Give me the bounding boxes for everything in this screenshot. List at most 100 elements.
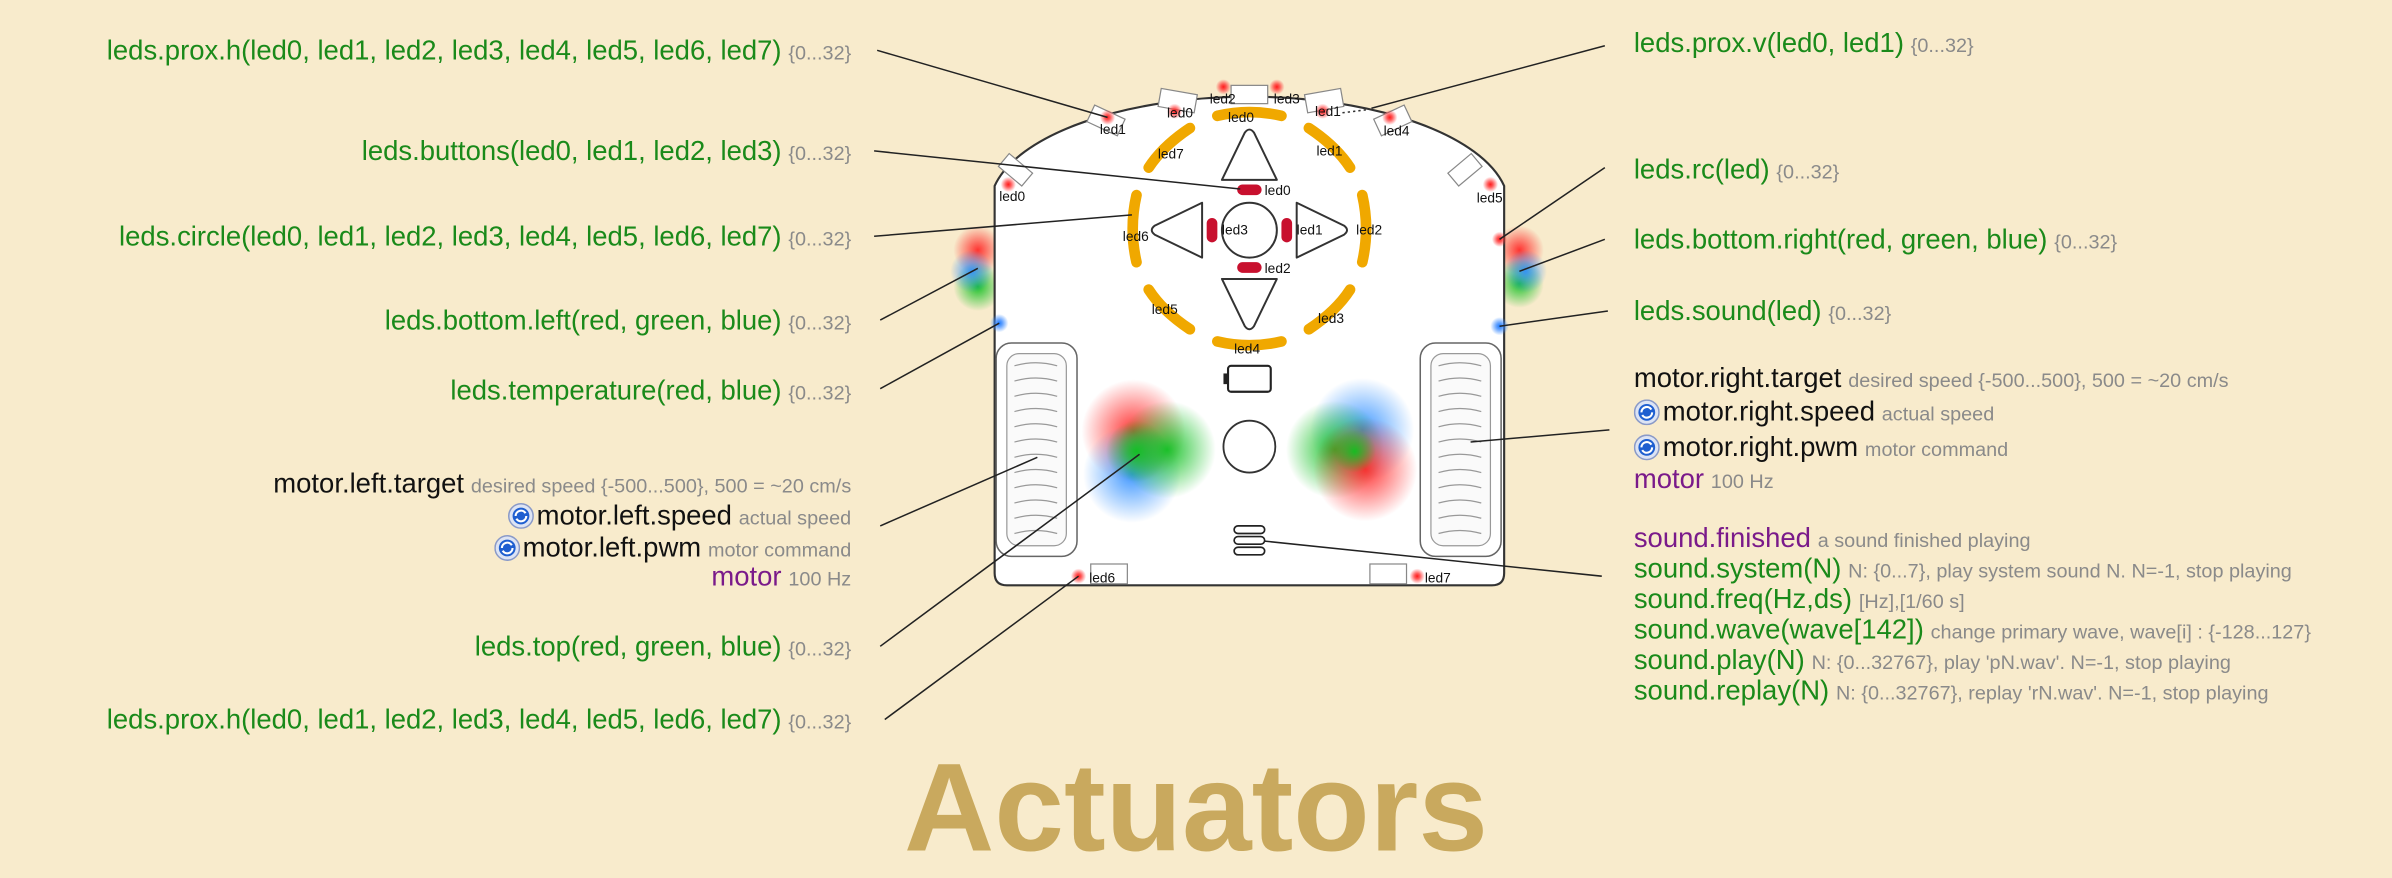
- circle-led2-label: led2: [1356, 223, 1382, 238]
- battery-icon: [1223, 364, 1272, 393]
- sound-wave: sound.wave(wave[142]): [1633, 614, 1924, 645]
- motor-left-speed: motor.left.speed: [536, 499, 732, 531]
- top-note: {0...32}: [788, 637, 852, 661]
- label-sound-play: sound.play(N) N: {0...32767}, play 'pN.w…: [1634, 646, 2231, 675]
- motor-left-event-note: 100 Hz: [788, 567, 852, 590]
- sound-wave-note: change primary wave, wave[i] : {-128...1…: [1930, 620, 2311, 644]
- label-sound-led: leds.sound(led) {0...32}: [1634, 297, 1891, 326]
- bottom-right-main: leds.bottom.right(red, green, blue): [1633, 224, 2048, 255]
- sound-finished: sound.finished: [1633, 522, 1811, 554]
- rc-note: {0...32}: [1776, 160, 1840, 183]
- label-sound-finished: sound.finished a sound finished playing: [1634, 524, 2031, 553]
- motor-right-event: motor: [1633, 463, 1705, 494]
- bottom-right-note: {0...32}: [2054, 230, 2118, 254]
- label-prox-h-bottom: leds.prox.h(led0, led1, led2, led3, led4…: [107, 706, 851, 735]
- circle-main: leds.circle(led0, led1, led2, led3, led4…: [119, 221, 782, 252]
- label-temperature: leds.temperature(red, blue) {0...32}: [450, 377, 851, 406]
- prox-h-top-main: leds.prox.h(led0, led1, led2, led3, led4…: [106, 35, 782, 66]
- rc-main: leds.rc(led): [1633, 153, 1770, 185]
- page-title: Actuators: [904, 739, 1488, 878]
- rear-led6-label: led6: [1089, 570, 1115, 585]
- circle-note: {0...32}: [788, 227, 852, 250]
- speaker-icon: [1233, 525, 1266, 556]
- temperature-note: {0...32}: [788, 381, 852, 404]
- motor-right-target-note: desired speed {-500...500}, 500 = ~20 cm…: [1848, 368, 2229, 392]
- label-motor-left-event: motor 100 Hz: [711, 562, 851, 591]
- front-led1-label: led1: [1100, 122, 1126, 137]
- sound-play: sound.play(N): [1633, 644, 1805, 676]
- label-sound-system: sound.system(N) N: {0...7}, play system …: [1634, 555, 2292, 584]
- button-led2-label: led2: [1265, 261, 1291, 276]
- rear-led7-label: led7: [1425, 570, 1451, 585]
- motor-right-target: motor.right.target: [1633, 362, 1842, 394]
- sync-icon: [1633, 434, 1660, 461]
- right-wheel: [1419, 342, 1502, 558]
- sync-icon: [493, 535, 520, 561]
- sound-replay-note: N: {0...32767}, replay 'rN.wav'. N=-1, s…: [1835, 681, 2269, 705]
- label-circle: leds.circle(led0, led1, led2, led3, led4…: [119, 223, 851, 252]
- circle-led6-label: led6: [1123, 229, 1149, 244]
- label-sound-freq: sound.freq(Hz,ds) [Hz],[1/60 s]: [1634, 585, 1965, 614]
- circle-led7-label: led7: [1158, 147, 1184, 162]
- bottom-left-note: {0...32}: [788, 310, 852, 334]
- label-prox-h-top: leds.prox.h(led0, led1, led2, led3, led4…: [107, 37, 851, 66]
- motor-left-pwm-note: motor command: [707, 538, 852, 561]
- label-sound-wave: sound.wave(wave[142]) change primary wav…: [1634, 616, 2311, 645]
- prox-h-bottom-note: {0...32}: [788, 710, 852, 734]
- label-bottom-left: leds.bottom.left(red, green, blue) {0...…: [385, 306, 852, 335]
- left-wheel: [995, 342, 1078, 558]
- button-led0-label: led0: [1265, 183, 1291, 198]
- circle-led0-label: led0: [1228, 110, 1254, 125]
- buttons-note: {0...32}: [788, 141, 852, 165]
- label-motor-left-pwm: motor.left.pwm motor command: [493, 534, 852, 563]
- button-led3-label: led3: [1222, 223, 1248, 238]
- circle-leds: [1127, 106, 1372, 351]
- prox-v-note: {0...32}: [1910, 33, 1974, 57]
- front-led4-label: led4: [1384, 124, 1410, 139]
- motor-right-speed: motor.right.speed: [1662, 396, 1875, 427]
- motor-left-target: motor.left.target: [273, 467, 465, 499]
- label-rc: leds.rc(led) {0...32}: [1634, 155, 1839, 184]
- temperature-main: leds.temperature(red, blue): [450, 374, 782, 406]
- motor-right-pwm-note: motor command: [1864, 437, 2009, 461]
- circle-led4-label: led4: [1234, 342, 1260, 357]
- circle-led5-label: led5: [1152, 302, 1178, 317]
- front-led3-label: led3: [1274, 92, 1300, 107]
- label-motor-right-pwm: motor.right.pwm motor command: [1633, 431, 2009, 462]
- bottom-left-main: leds.bottom.left(red, green, blue): [384, 304, 782, 336]
- top-main: leds.top(red, green, blue): [474, 631, 782, 662]
- label-buttons: leds.buttons(led0, led1, led2, led3) {0.…: [362, 137, 851, 166]
- label-motor-right-event: motor 100 Hz: [1634, 465, 1774, 494]
- label-top: leds.top(red, green, blue) {0...32}: [475, 633, 851, 662]
- motor-left-speed-note: actual speed: [738, 506, 852, 529]
- sync-icon: [1633, 399, 1660, 426]
- sound-finished-note: a sound finished playing: [1817, 528, 2031, 552]
- prox-h-bottom-main: leds.prox.h(led0, led1, led2, led3, led4…: [106, 704, 782, 735]
- motor-left-target-note: desired speed {-500...500}, 500 = ~20 cm…: [470, 474, 852, 497]
- button-leds: [1206, 184, 1293, 273]
- sound-freq-note: [Hz],[1/60 s]: [1858, 589, 1965, 613]
- sound-play-note: N: {0...32767}, play 'pN.wav'. N=-1, sto…: [1811, 650, 2231, 674]
- label-motor-left-target: motor.left.target desired speed {-500...…: [273, 469, 851, 498]
- button-led1-label: led1: [1297, 223, 1323, 238]
- leader-lines: [874, 44, 1610, 721]
- buttons: [1150, 128, 1349, 331]
- motor-right-event-note: 100 Hz: [1710, 469, 1774, 493]
- label-motor-left-speed: motor.left.speed actual speed: [507, 499, 852, 531]
- motor-right-speed-note: actual speed: [1881, 402, 1995, 426]
- front-led0-label: led0: [999, 189, 1025, 204]
- front-led5-label: led5: [1477, 191, 1503, 206]
- circle-led3-label: led3: [1318, 311, 1344, 326]
- label-motor-right-target: motor.right.target desired speed {-500..…: [1634, 364, 2229, 393]
- sound-led-main: leds.sound(led): [1633, 295, 1822, 327]
- sync-icon: [507, 503, 534, 529]
- motor-right-pwm: motor.right.pwm: [1662, 431, 1859, 462]
- top-rgb-led-right: [1286, 378, 1418, 522]
- label-prox-v: leds.prox.v(led0, led1) {0...32}: [1634, 29, 1974, 58]
- label-sound-replay: sound.replay(N) N: {0...32767}, replay '…: [1634, 677, 2269, 706]
- top-rgb-led-left: [1081, 379, 1216, 523]
- front-v-led0-label: led0: [1167, 105, 1193, 120]
- sound-replay: sound.replay(N): [1633, 675, 1830, 706]
